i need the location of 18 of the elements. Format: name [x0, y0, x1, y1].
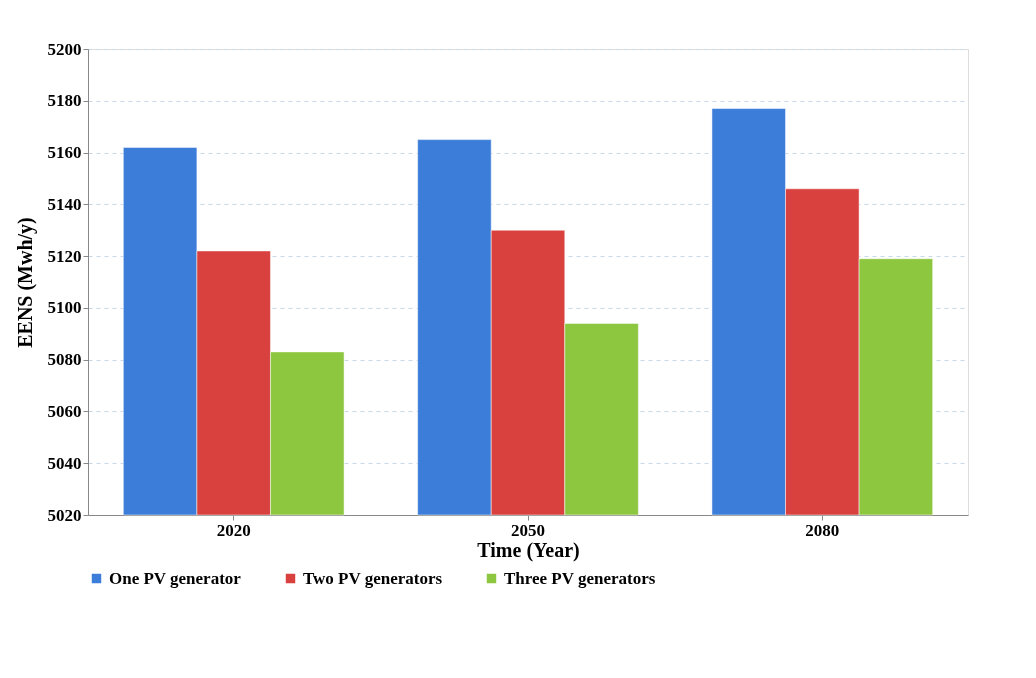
y-tick-label: 5040 — [47, 453, 82, 473]
x-tick-label: 2080 — [805, 520, 840, 540]
y-tick-label: 5180 — [47, 91, 82, 111]
y-tick-label: 5080 — [47, 350, 82, 370]
legend-label: Two PV generators — [303, 568, 443, 588]
y-tick-label: 5020 — [47, 505, 82, 525]
y-tick-label: 5060 — [47, 401, 82, 421]
y-tick-label: 5160 — [47, 143, 82, 163]
y-tick-label: 5140 — [47, 194, 82, 214]
x-axis-title: Time (Year) — [477, 538, 580, 562]
y-axis-title: EENS (Mwh/y) — [13, 217, 37, 348]
legend-label: Three PV generators — [504, 568, 656, 588]
y-tick-label: 5120 — [47, 246, 82, 266]
legend-label: One PV generator — [109, 568, 242, 588]
x-tick-label: 2020 — [216, 520, 251, 540]
y-tick-label: 5200 — [47, 39, 82, 59]
x-tick-label: 2050 — [511, 520, 545, 540]
y-tick-label: 5100 — [47, 298, 82, 318]
